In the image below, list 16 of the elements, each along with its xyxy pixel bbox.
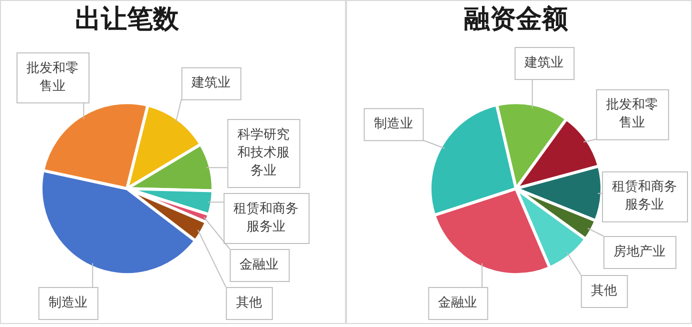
slice-label: 制造业 (48, 295, 88, 310)
slice-label: 制造业 (374, 116, 413, 132)
slice-label: 建筑业 (524, 55, 564, 70)
chart-title: 融资金额 (464, 4, 569, 34)
slice-label: 科学研究和技术服务业 (237, 127, 290, 178)
slice-label: 租赁和商务服务业 (612, 180, 677, 213)
slice-label: 其他 (236, 295, 262, 310)
slice-label: 金融业 (240, 257, 279, 272)
slice-label: 房地产业 (613, 243, 666, 260)
slice-label: 租赁和商务服务业 (234, 201, 299, 234)
slice-label: 批发和零售业 (26, 60, 78, 94)
slice-label: 批发和零售业 (606, 98, 658, 131)
slice-label: 金融业 (438, 295, 478, 310)
slice-label: 建筑业 (190, 76, 230, 91)
chart-title: 出让笔数 (75, 4, 180, 34)
slice-label: 其他 (590, 283, 617, 298)
